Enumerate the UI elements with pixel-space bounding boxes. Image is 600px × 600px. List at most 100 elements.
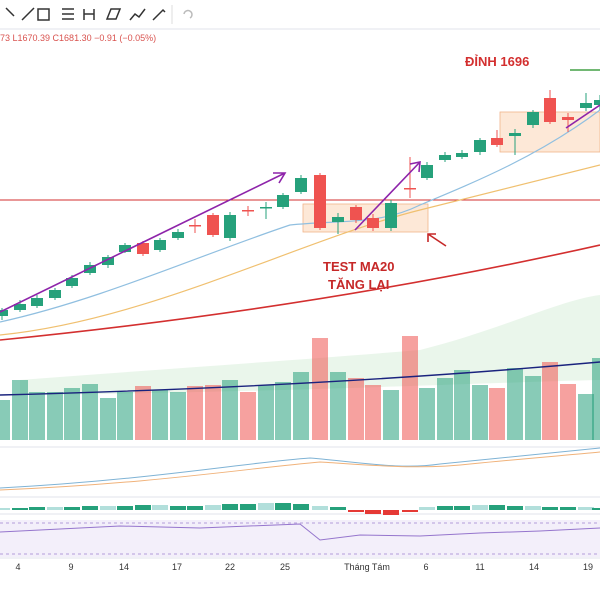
macd-hist: [419, 507, 435, 510]
macd-hist: [100, 506, 116, 510]
candle-body: [332, 217, 344, 222]
candle-body: [119, 245, 131, 252]
time-label: 19: [583, 562, 593, 572]
tool-trendline[interactable]: [21, 7, 35, 21]
candle-body: [580, 103, 592, 108]
time-label: Tháng Tám: [344, 562, 390, 572]
macd-hist: [592, 508, 600, 510]
tool-cross[interactable]: [5, 7, 15, 17]
candle-body: [66, 278, 78, 286]
time-label: 25: [280, 562, 290, 572]
candle-body: [242, 210, 254, 212]
candle-body: [102, 257, 114, 265]
macd-hist: [152, 505, 168, 510]
candle-body: [0, 310, 8, 316]
macd-hist: [47, 507, 63, 510]
pointer-arrow: [427, 233, 447, 247]
candle-body: [189, 225, 201, 227]
volume-bar: [578, 394, 594, 440]
volume-bar: [170, 392, 186, 440]
macd-hist: [240, 504, 256, 510]
candle-body: [14, 304, 26, 310]
volume-bar: [489, 388, 505, 440]
volume-bar: [64, 388, 80, 440]
volume-bar: [258, 385, 274, 440]
volume-bar: [240, 392, 256, 440]
tool-fib[interactable]: [62, 8, 74, 20]
time-label: 17: [172, 562, 182, 572]
candle-body: [31, 298, 43, 306]
rsi-line: [0, 523, 600, 541]
trend-arrow: [354, 161, 421, 231]
candle-body: [207, 215, 219, 235]
macd-hist: [507, 506, 523, 510]
macd-hist: [402, 510, 418, 512]
volume-bar: [275, 382, 291, 440]
candle-body: [295, 178, 307, 192]
volume-bar: [82, 384, 98, 440]
annotation-rise: TĂNG LẠI: [328, 277, 389, 292]
candle-body: [385, 203, 397, 228]
candle-body: [474, 140, 486, 152]
annotation-test: TEST MA20: [323, 259, 395, 274]
volume-bar: [152, 390, 168, 440]
macd-hist: [170, 506, 186, 510]
candle-body: [49, 290, 61, 298]
candle-body: [137, 243, 149, 254]
macd-hist: [472, 505, 488, 510]
volume-bar: [383, 390, 399, 440]
macd-hist: [293, 504, 309, 510]
candle-body: [439, 155, 451, 160]
macd-hist: [82, 506, 98, 510]
macd-hist: [258, 503, 274, 510]
candle-body: [277, 195, 289, 207]
candle-body: [314, 175, 326, 228]
volume-bar: [454, 370, 470, 440]
macd-hist: [383, 510, 399, 515]
volume-bar: [100, 398, 116, 440]
candle-body: [224, 215, 236, 238]
ma-long: [0, 244, 600, 341]
macd-hist: [222, 504, 238, 510]
time-label: 4: [15, 562, 20, 572]
macd-hist: [525, 506, 541, 510]
tool-measure[interactable]: [83, 9, 95, 20]
volume-ma: [0, 361, 600, 396]
macd-hist: [187, 506, 203, 510]
tool-shape[interactable]: [105, 8, 122, 20]
volume-bar: [47, 392, 63, 440]
macd-hist: [365, 510, 381, 514]
candle-body: [527, 112, 539, 125]
time-label: 22: [225, 562, 235, 572]
time-label: 14: [119, 562, 129, 572]
trend-arrow: [565, 104, 600, 129]
volume-bar: [187, 386, 203, 440]
volume-bar: [12, 380, 28, 440]
volume-bar: [222, 380, 238, 440]
candle-body: [172, 232, 184, 238]
volume-bar: [135, 386, 151, 440]
tool-brush[interactable]: [152, 8, 166, 21]
volume-bar: [472, 385, 488, 440]
tool-redo[interactable]: [183, 9, 193, 19]
macd-hist: [64, 507, 80, 510]
signal-line: [0, 451, 600, 491]
macd-hist: [135, 505, 151, 510]
rsi-band: [0, 520, 600, 557]
time-axis: 4 9 14 17 22 25 Tháng Tám 6 11 14 19: [15, 562, 593, 572]
tool-rect[interactable]: [37, 8, 50, 21]
macd-hist: [542, 507, 558, 510]
time-label: 6: [423, 562, 428, 572]
macd-hist: [454, 506, 470, 510]
time-label: 14: [529, 562, 539, 572]
volume-bar: [507, 368, 523, 440]
volume-bar: [542, 362, 558, 440]
candle-body: [594, 100, 600, 105]
macd-hist: [0, 508, 10, 510]
volume-bar: [437, 378, 453, 440]
macd-hist: [12, 508, 28, 510]
tool-path[interactable]: [129, 8, 146, 21]
volume-bar: [592, 358, 600, 440]
trend-arrow: [0, 172, 287, 313]
candle-body: [367, 218, 379, 228]
